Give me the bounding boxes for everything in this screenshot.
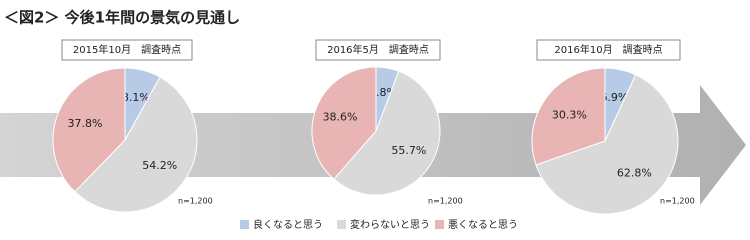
value-label: 37.8%: [67, 117, 102, 130]
pie-slice: [74, 76, 198, 213]
pie-title: 2016年5月 調査時点: [327, 43, 429, 56]
pie-slice: [311, 66, 377, 180]
value-label: 55.7%: [391, 144, 426, 157]
pie-slice: [333, 70, 441, 196]
value-label: 8.1%: [122, 91, 150, 104]
title-box: [315, 39, 441, 61]
sample-note: n=1,200: [178, 197, 213, 206]
pie-title: 2016年10月 調査時点: [554, 43, 662, 56]
legend-label: 変わらないと思う: [350, 218, 430, 231]
pie-title: 2015年10月 調査時点: [73, 43, 181, 56]
pie-slice: [535, 74, 679, 215]
value-label: 38.6%: [323, 110, 358, 123]
title-box: [61, 39, 193, 61]
title-box: [536, 39, 681, 61]
legend-swatch: [337, 220, 346, 229]
chart-title: ＜図2＞ 今後1年間の景気の見通し: [4, 9, 240, 27]
value-label: 62.8%: [617, 166, 652, 179]
legend-label: 悪くなると思う: [448, 219, 518, 231]
legend-swatch: [435, 220, 444, 229]
value-label: 30.3%: [552, 109, 587, 122]
sample-note: n=1,200: [660, 197, 695, 206]
value-label: 54.2%: [142, 159, 177, 172]
pie-slice: [531, 67, 606, 166]
pie-slice: [52, 67, 126, 193]
legend-swatch: [240, 220, 249, 229]
value-label: 6.9%: [600, 91, 628, 104]
sample-note: n=1,200: [428, 197, 463, 206]
legend-label: 良くなると思う: [253, 218, 323, 231]
